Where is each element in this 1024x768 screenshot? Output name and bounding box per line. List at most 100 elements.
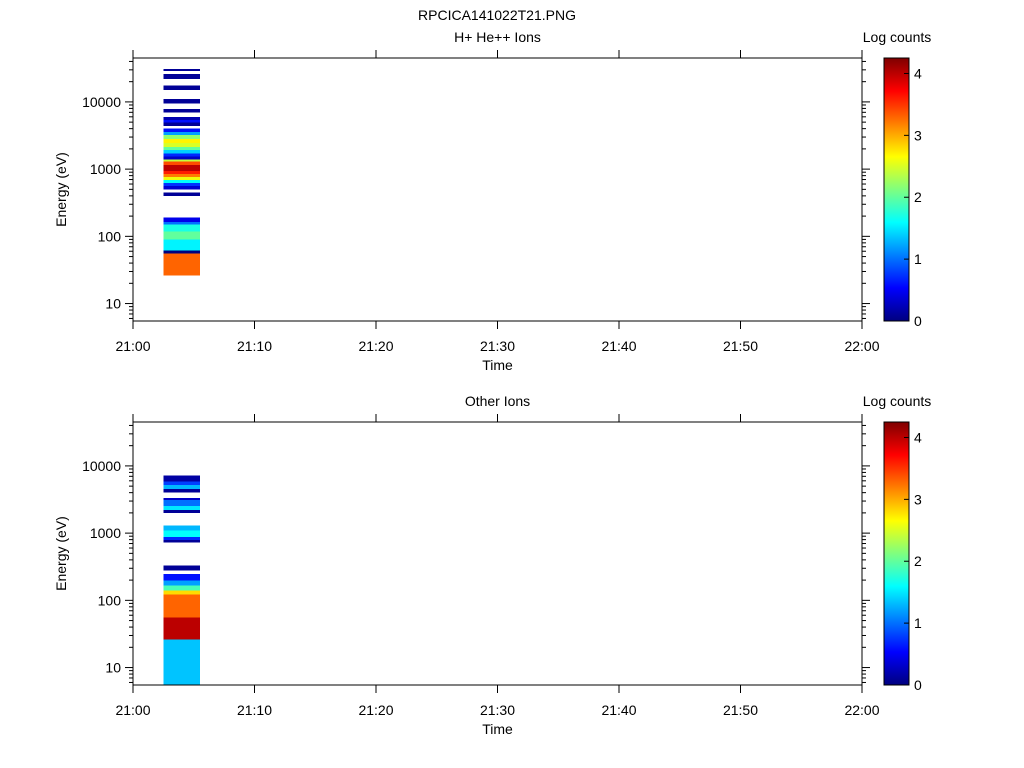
spectrogram-cell [163,580,200,586]
colorbar-tick-label: 2 [914,189,922,205]
x-tick-label: 21:40 [601,338,636,354]
spectrogram-cell [163,585,200,591]
spectrogram-cell [163,122,200,126]
spectrogram-cell [163,177,200,180]
spectrogram-cell [163,139,200,143]
spectrogram-cell [163,99,200,104]
spectrogram-cell [163,68,200,71]
spectrogram-cell [163,505,200,511]
spectrogram-cell [163,156,200,160]
y-tick-label: 100 [98,592,122,608]
colorbar-tick-label: 3 [914,491,922,507]
spectrogram-cell [163,253,200,276]
spectrogram-cell [163,165,200,172]
spectrogram-cell [163,85,200,91]
spectrogram-cell [163,565,200,571]
x-axis-label: Time [482,357,513,373]
spectrogram-cell [163,159,200,162]
spectrogram-cell [163,153,200,157]
spectrogram-cell [163,142,200,147]
y-axis-label: Energy (eV) [53,152,69,227]
spectrogram-cell [163,132,200,136]
x-tick-label: 21:30 [480,702,515,718]
x-tick-label: 21:30 [480,338,515,354]
spectrogram-cell [163,116,200,120]
spectrogram-cell [163,171,200,175]
spectrogram-cell [163,540,200,543]
colorbar-tick-label: 1 [914,251,922,267]
colorbar-label: Log counts [863,393,932,409]
colorbar-tick-label: 0 [914,313,922,329]
y-tick-label: 10 [105,296,121,312]
x-tick-label: 22:00 [844,338,879,354]
spectrogram-cell [163,239,200,251]
spectrogram-cell [163,525,200,531]
colorbar-frame [883,421,910,686]
spectrogram-cell [163,231,200,240]
x-tick-label: 21:20 [358,338,393,354]
y-tick-label: 1000 [90,161,121,177]
spectrogram-cell [163,161,200,166]
spectrogram-cells [163,475,200,685]
y-tick-label: 100 [98,228,122,244]
spectrogram-cell [163,109,200,113]
spectrogram-cell [163,510,200,513]
spectrogram-cell [163,74,200,79]
panel-title: Other Ions [465,393,530,409]
colorbar-label: Log counts [863,29,932,45]
spectrogram-cell [163,222,200,225]
spectrogram-cell [163,192,200,196]
colorbar-fill [884,422,909,685]
colorbar-tick-label: 2 [914,553,922,569]
figure-title: RPCICA141022T21.PNG [418,7,576,23]
spectrogram-cell [163,617,200,640]
spectrogram-cell [163,135,200,140]
spectrogram-cell [163,574,200,581]
panel-title: H+ He++ Ions [454,29,541,45]
spectrogram-cell [163,481,200,485]
spectrogram-cell [163,594,200,618]
colorbar-tick-label: 1 [914,615,922,631]
spectrogram-cells [163,68,200,276]
colorbar-tick-label: 0 [914,677,922,693]
spectrogram-cell [163,146,200,151]
spectrogram-cell [163,484,200,490]
x-tick-label: 21:00 [115,338,150,354]
y-tick-label: 10 [105,660,121,676]
spectrogram-cell [163,179,200,184]
y-tick-label: 10000 [82,458,121,474]
spectrogram-cell [163,186,200,190]
x-tick-label: 22:00 [844,702,879,718]
spectrogram-cell [163,119,200,123]
spectrogram-cell [163,530,200,537]
y-tick-label: 1000 [90,525,121,541]
spectrogram-cell [163,217,200,223]
y-axis-label: Energy (eV) [53,516,69,591]
spectrogram-cell [163,489,200,493]
spectrogram-cell [163,475,200,482]
colorbar-tick-label: 4 [914,429,922,445]
colorbar-tick-label: 4 [914,65,922,81]
spectrogram-cell [163,128,200,133]
spectrogram-cell [163,639,200,685]
x-axis-label: Time [482,721,513,737]
spectrogram-cell [163,183,200,187]
x-tick-label: 21:20 [358,702,393,718]
panel-2: Other Ions 21:00 21:10 21:20 21:30 21:40 21:50… [53,393,931,737]
panel-1: H+ He++ Ions 21:00 21:10 21:20 21:30 21:40 21:… [53,29,931,373]
spectrogram-cell [163,150,200,154]
colorbar-tick-label: 3 [914,127,922,143]
spectrogram-cell [163,174,200,178]
x-tick-label: 21:50 [723,702,758,718]
spectrogram-cell [163,500,200,506]
spectrogram-cell [163,224,200,232]
spectrogram-cell [163,590,200,595]
x-tick-label: 21:10 [237,702,272,718]
spectrogram-cell [163,250,200,254]
x-tick-label: 21:00 [115,702,150,718]
spectrogram-cell [163,497,200,501]
x-tick-label: 21:10 [237,338,272,354]
spectrogram-cell [163,536,200,541]
